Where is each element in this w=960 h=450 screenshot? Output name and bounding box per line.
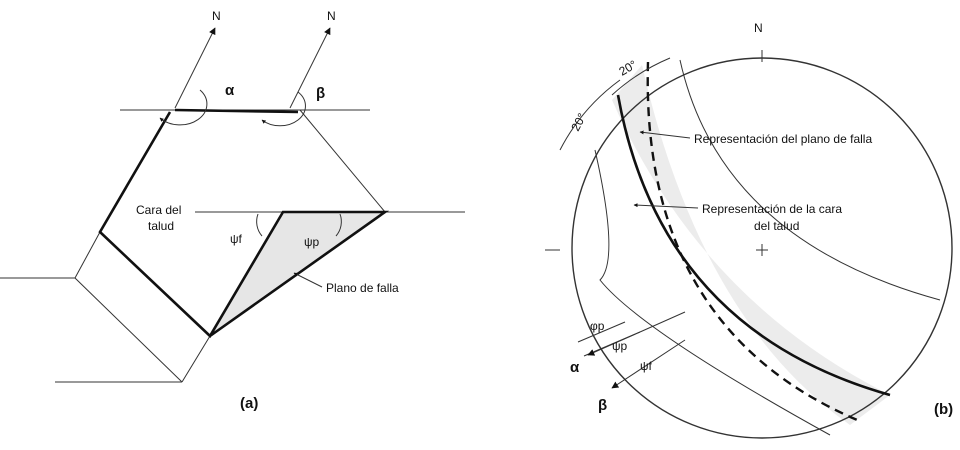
north-arrow <box>174 27 216 109</box>
failure-plane-label: Plano de falla <box>326 281 399 295</box>
angle-arc <box>611 57 671 96</box>
angle-arc <box>256 213 263 237</box>
edge <box>181 335 211 383</box>
edge <box>174 108 299 114</box>
great-circle <box>594 149 831 436</box>
north-label: N <box>327 9 336 23</box>
edge <box>74 277 183 383</box>
caption: (a) <box>240 395 258 412</box>
dim-line <box>639 311 686 333</box>
panel-b: N 20° 20° Representación del plano de fa… <box>545 21 953 439</box>
face-label: Representación de la cara <box>702 202 842 216</box>
slope-face-label: Cara del <box>136 203 181 217</box>
edge <box>98 111 390 339</box>
slope-face-label: talud <box>148 219 174 233</box>
great-circle <box>679 59 941 301</box>
face-label: del talud <box>754 219 799 233</box>
angle-arc <box>559 79 621 151</box>
pointer <box>633 203 699 209</box>
psi-p-label: ψp <box>304 235 320 249</box>
angle-arc <box>159 89 208 126</box>
beta-label: β <box>316 85 325 102</box>
beta-arrow <box>611 339 686 389</box>
angle-arc <box>261 91 306 127</box>
psi-f-label: ψf <box>230 232 243 246</box>
phi-p-label: φp <box>590 319 605 333</box>
north-label: N <box>212 9 221 23</box>
plane-label: Representación del plano de falla <box>694 132 872 146</box>
pointer <box>293 272 323 288</box>
slope-face-circle <box>646 61 863 424</box>
edge <box>299 109 386 213</box>
panel-a: N N α β Cara del talud ψf ψp Plano de fa… <box>0 9 465 412</box>
psi-p-label: ψp <box>612 339 628 353</box>
shaded-zone <box>612 65 890 425</box>
failure-plane-circle <box>616 94 891 397</box>
angle-arc <box>335 213 342 237</box>
pointer <box>639 130 691 139</box>
caption: (b) <box>934 401 953 418</box>
alpha-arrow <box>587 331 641 356</box>
psi-f-label: ψf <box>640 359 653 373</box>
alpha-label: α <box>570 359 580 376</box>
dim-line <box>577 321 626 343</box>
edge <box>74 231 101 279</box>
alpha-label: α <box>225 82 235 99</box>
north-label: N <box>754 21 763 35</box>
north-arrow <box>289 27 331 109</box>
beta-label: β <box>598 397 607 414</box>
